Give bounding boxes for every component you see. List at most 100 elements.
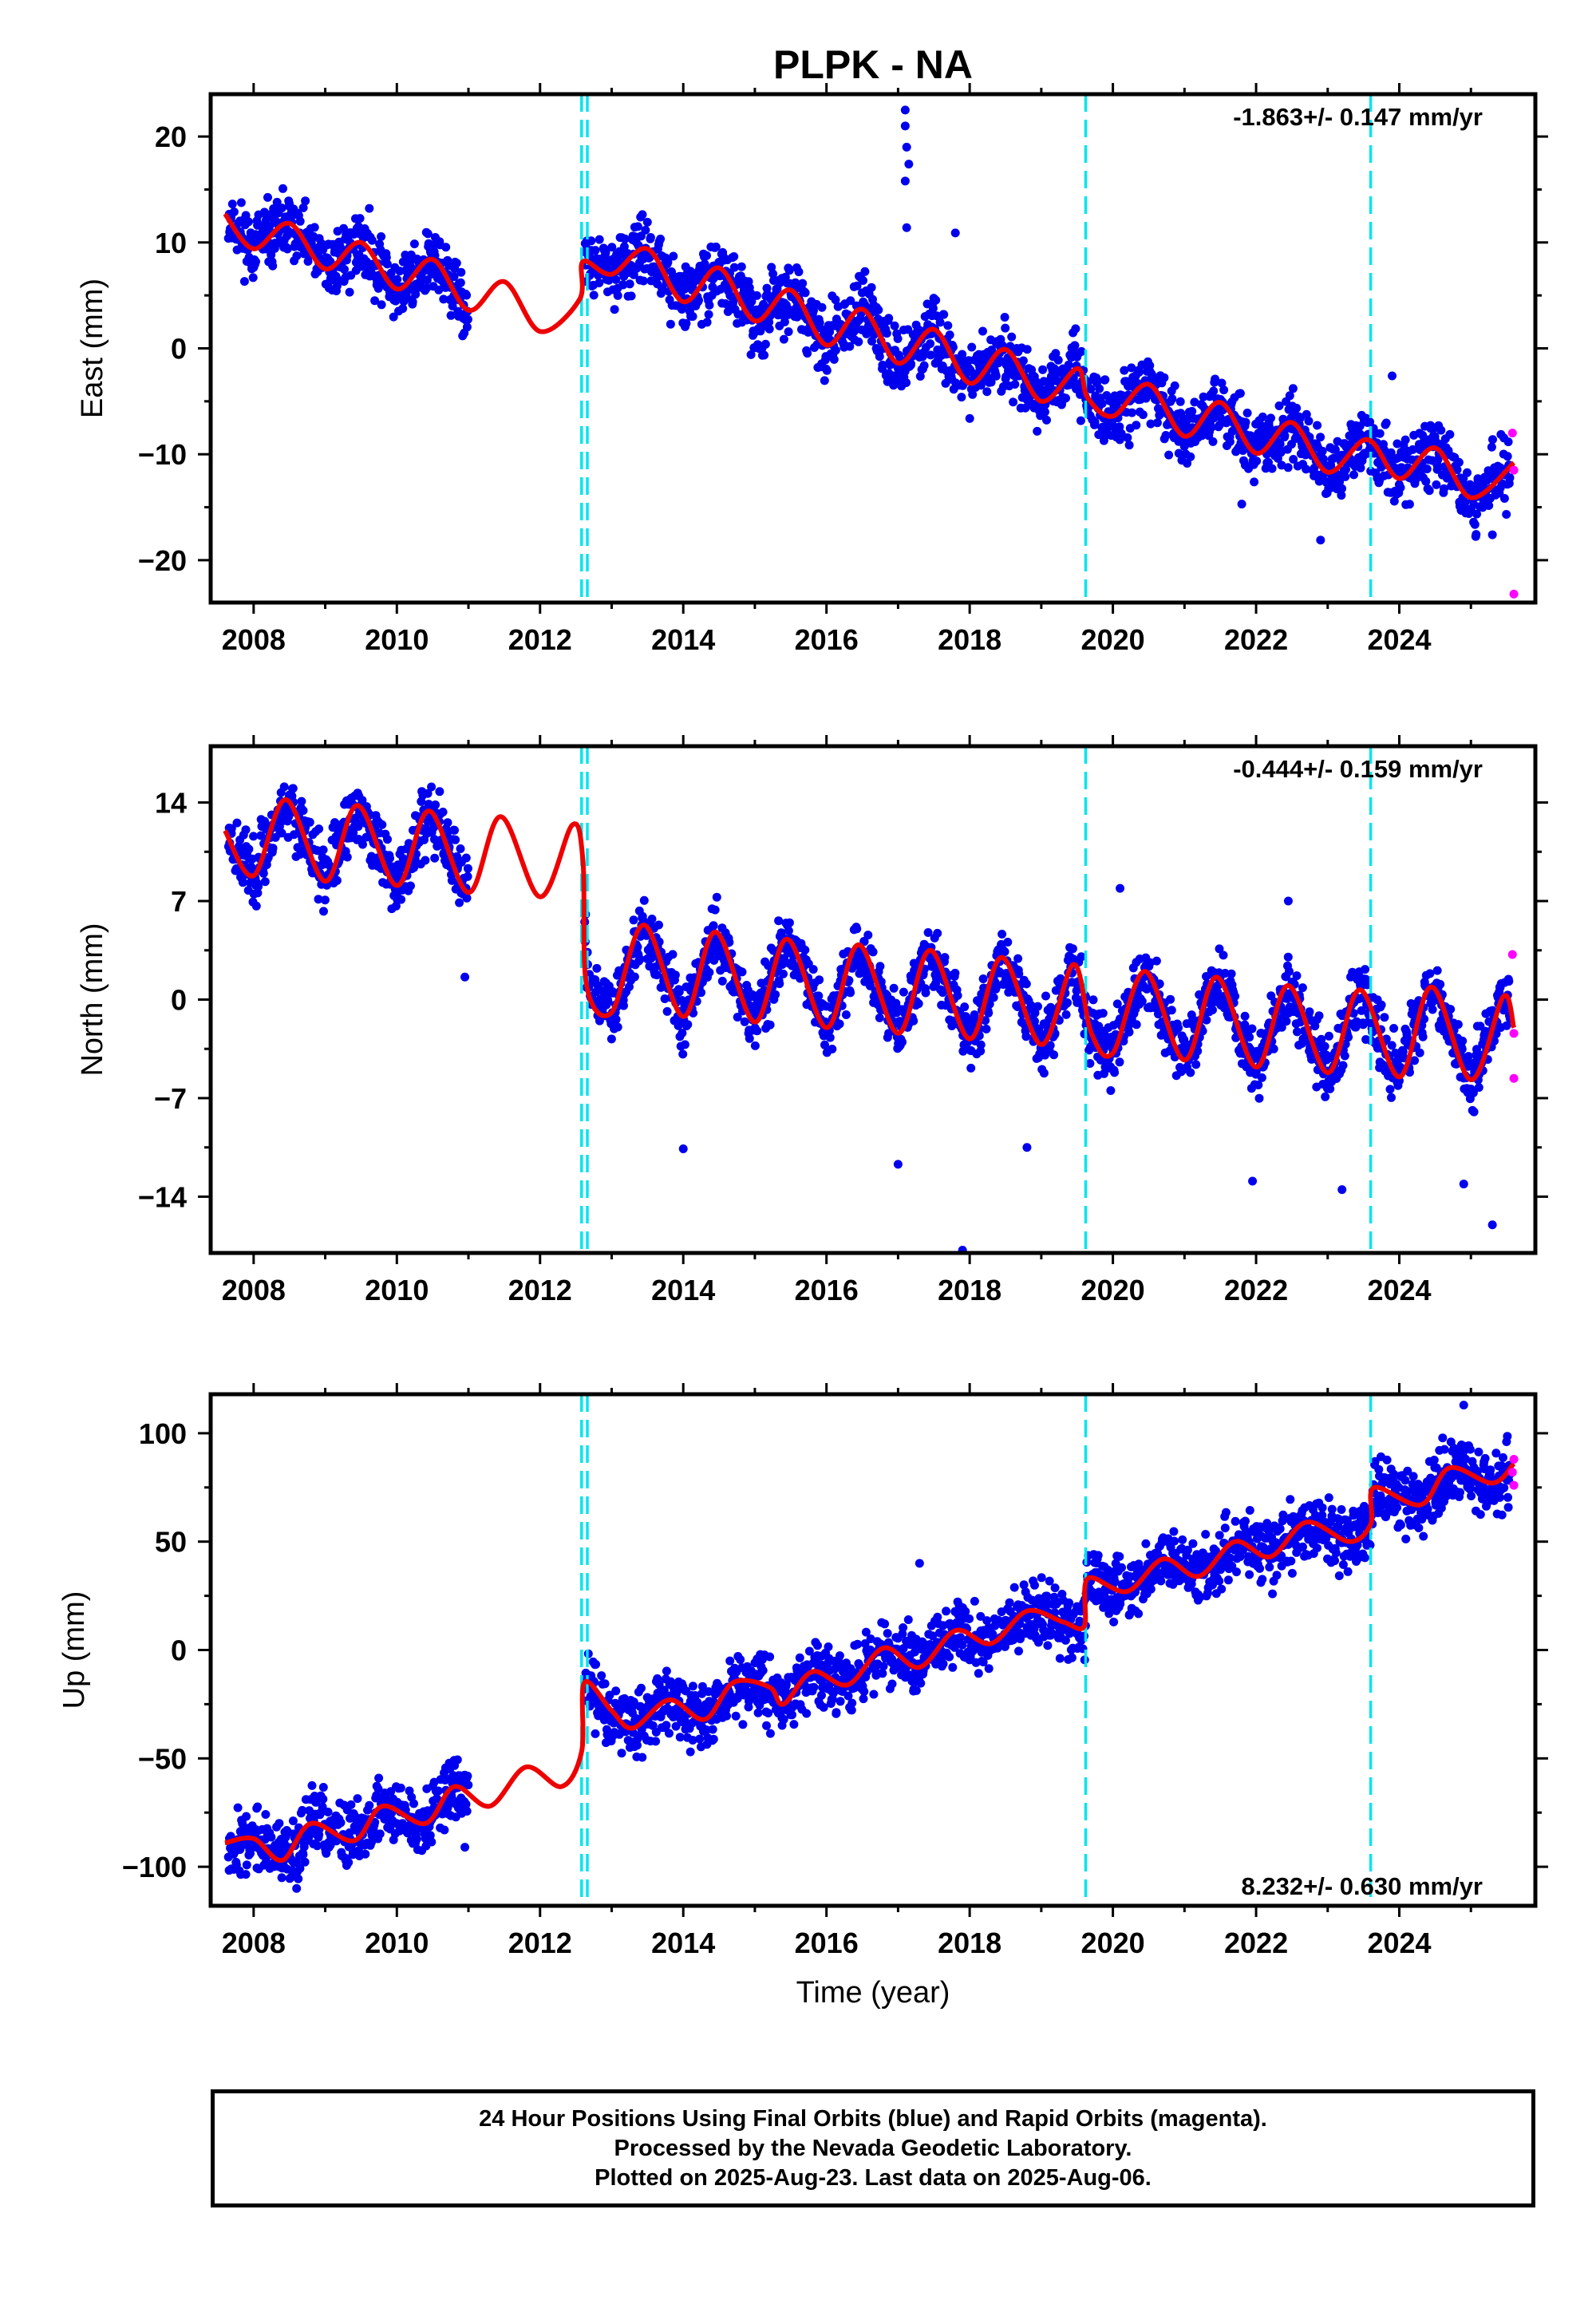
position-point (1039, 1069, 1049, 1078)
position-point (1186, 1068, 1195, 1077)
position-point (375, 1829, 385, 1839)
position-point (1252, 456, 1262, 466)
position-point (301, 196, 310, 206)
position-point (409, 1799, 418, 1808)
position-point (791, 278, 800, 287)
position-point (314, 895, 323, 904)
position-point (1292, 403, 1302, 413)
position-point (365, 1800, 374, 1810)
position-point (662, 1006, 672, 1016)
outlier-point (678, 1144, 688, 1153)
position-point (440, 1825, 449, 1835)
position-point (450, 825, 459, 835)
rapid-orbit-point (1507, 429, 1517, 438)
x-tick-label: 2020 (1081, 623, 1145, 656)
position-point (1503, 452, 1512, 461)
position-point (409, 239, 419, 249)
position-point (725, 938, 734, 947)
final-orbit-points (223, 184, 1515, 541)
outlier-point (902, 223, 911, 232)
position-point (314, 824, 324, 834)
x-tick-label: 2008 (222, 623, 286, 656)
position-point (1381, 418, 1391, 428)
position-point (863, 931, 873, 940)
position-point (603, 998, 613, 1006)
position-point (288, 1816, 298, 1826)
position-point (1504, 977, 1514, 986)
position-point (1112, 999, 1122, 1009)
position-point (740, 1017, 749, 1026)
position-point (1276, 448, 1286, 457)
position-point (1003, 938, 1013, 947)
outlier-point (900, 121, 910, 131)
x-tick-label: 2012 (508, 1274, 572, 1306)
position-point (1026, 1001, 1036, 1010)
position-point (1051, 349, 1061, 358)
position-point (1095, 384, 1104, 393)
up-panel: 2008 2010 2012 2014 2016 2018 2020 2022 20241005… (57, 1383, 1548, 2010)
position-point (1472, 1045, 1481, 1054)
position-point (882, 329, 891, 338)
position-point (346, 1800, 356, 1809)
position-point (611, 1014, 621, 1024)
position-point (860, 267, 870, 276)
position-point (625, 279, 634, 289)
position-point (406, 881, 415, 891)
x-tick-label: 2018 (938, 623, 1001, 656)
position-point (1007, 332, 1017, 342)
position-point (808, 965, 818, 974)
position-point (874, 305, 883, 314)
position-point (1377, 1000, 1386, 1010)
position-point (1076, 416, 1085, 425)
position-point (277, 1873, 286, 1883)
position-point (1452, 465, 1462, 475)
position-point (710, 905, 720, 915)
position-point (1432, 464, 1442, 474)
position-point (244, 844, 254, 854)
position-point (1400, 435, 1410, 445)
position-point (318, 845, 328, 855)
position-point (1038, 365, 1048, 374)
position-point (978, 326, 987, 336)
position-point (433, 1786, 443, 1796)
position-point (1207, 423, 1216, 433)
position-point (1193, 1046, 1203, 1056)
position-point (1110, 1068, 1120, 1077)
x-tick-label: 2024 (1367, 623, 1431, 656)
position-point (358, 796, 367, 805)
north-panel: 2008 2010 2012 2014 2016 2018 2020 2022 20241470… (76, 735, 1548, 1306)
position-point (926, 339, 935, 349)
position-point (1436, 425, 1446, 435)
position-point (1380, 1013, 1389, 1022)
x-tick-label: 2008 (222, 1274, 286, 1306)
position-point (953, 990, 962, 1000)
y-tick-label: −7 (154, 1082, 187, 1115)
position-point (800, 288, 810, 298)
position-point (307, 1780, 317, 1790)
position-point (370, 296, 380, 306)
position-point (1428, 1005, 1437, 1014)
x-tick-label: 2022 (1224, 1274, 1288, 1306)
position-point (646, 233, 655, 242)
outlier-point (1116, 883, 1125, 893)
position-point (1065, 380, 1074, 389)
position-point (1086, 385, 1096, 393)
position-point (1457, 1045, 1467, 1054)
position-point (1202, 972, 1211, 981)
position-point (336, 244, 346, 254)
position-point (1453, 1020, 1463, 1030)
position-point (976, 1046, 986, 1056)
position-point (462, 290, 472, 300)
position-point (681, 318, 691, 328)
position-point (254, 882, 263, 891)
position-point (244, 217, 253, 227)
position-point (253, 1802, 263, 1812)
position-point (1183, 459, 1192, 468)
position-point (320, 895, 330, 905)
position-point (1502, 1021, 1511, 1030)
final-orbit-points (223, 1432, 1515, 1883)
position-point (279, 184, 287, 193)
position-point (1132, 421, 1141, 430)
position-point (1386, 448, 1396, 457)
position-point (835, 1019, 844, 1029)
